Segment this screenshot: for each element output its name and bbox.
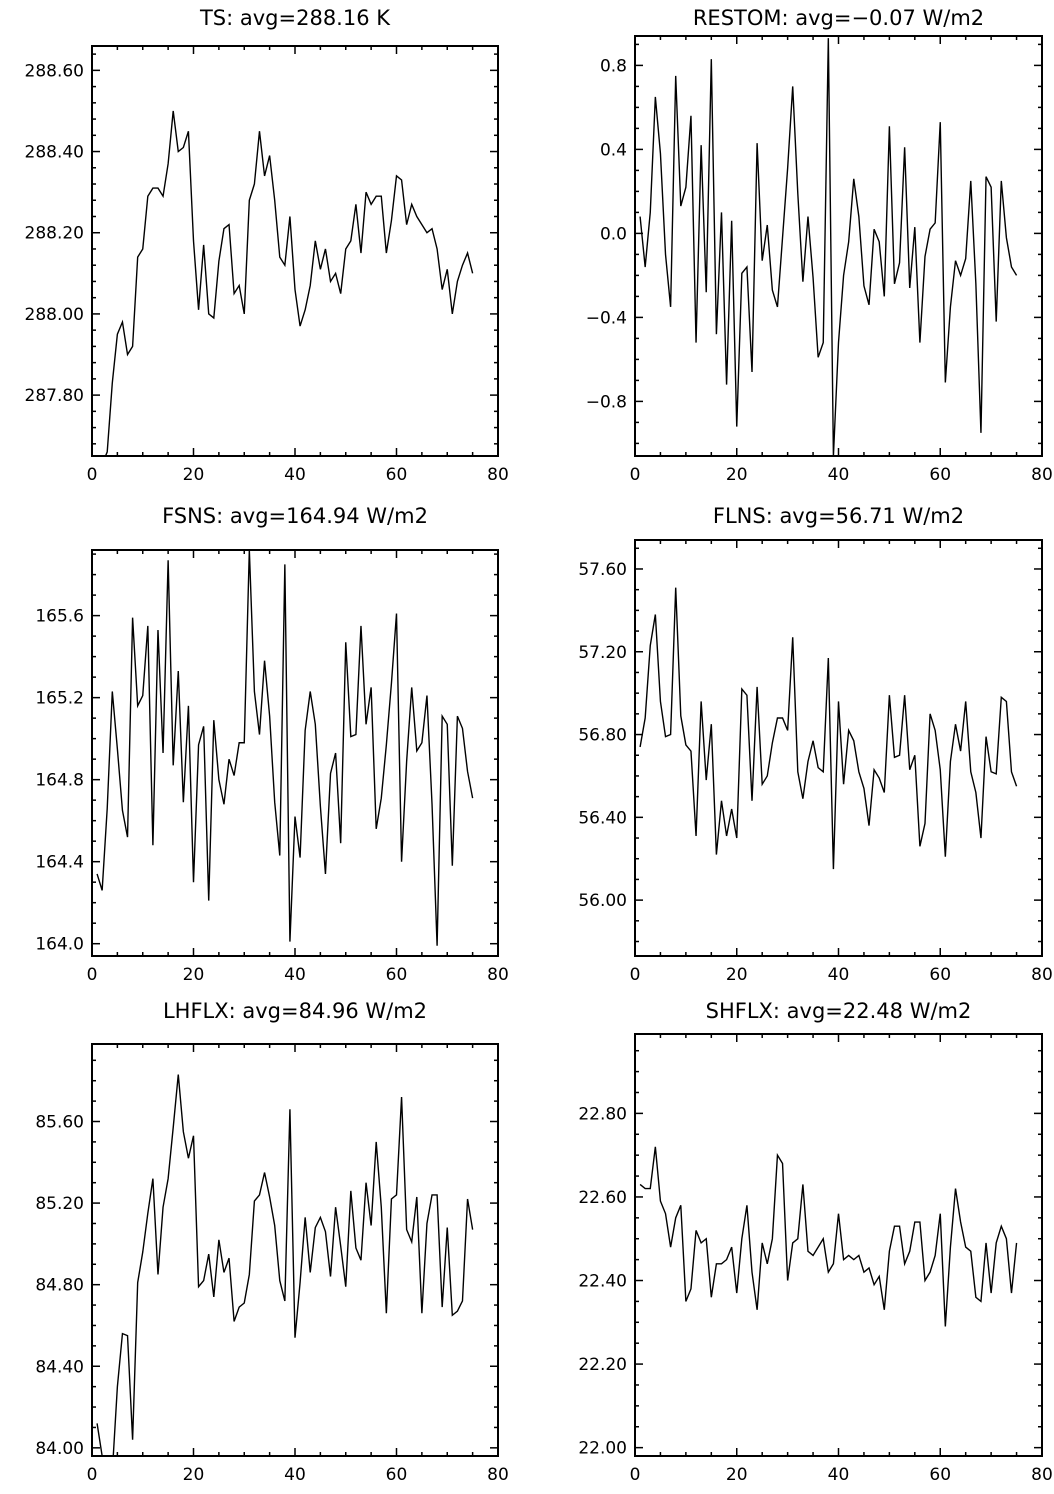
- x-tick-label: 60: [386, 465, 408, 485]
- y-tick-label: 84.40: [35, 1357, 84, 1377]
- x-tick-label: 60: [929, 1465, 951, 1485]
- y-tick-label: 165.2: [35, 689, 84, 709]
- y-tick-label: 22.00: [578, 1439, 627, 1459]
- x-tick-label: 0: [630, 1465, 641, 1485]
- y-tick-label: 288.40: [25, 143, 84, 163]
- chart-panel-0: TS: avg=288.16 K 0 20 40 60 80 287.80 288.00 288…: [25, 6, 509, 485]
- y-tick-label: 164.4: [35, 853, 84, 873]
- x-tick-label: 0: [87, 965, 98, 985]
- x-tick-label: 60: [386, 965, 408, 985]
- y-tick-label: −0.4: [586, 308, 627, 328]
- y-tick-label: 288.00: [25, 305, 84, 325]
- x-tick-label: 40: [828, 965, 850, 985]
- chart-panel-2: FSNS: avg=164.94 W/m2 0 20 40 60 80 164.0 164.4…: [35, 504, 508, 985]
- x-tick-label: 40: [284, 465, 306, 485]
- y-tick-label: 22.80: [578, 1104, 627, 1124]
- chart-title: LHFLX: avg=84.96 W/m2: [163, 999, 427, 1023]
- y-tick-label: 0.8: [600, 56, 627, 76]
- y-tick-label: 287.80: [25, 386, 84, 406]
- x-tick-label: 60: [386, 1465, 408, 1485]
- chart-title: TS: avg=288.16 K: [199, 6, 391, 30]
- chart-panel-1: RESTOM: avg=−0.07 W/m2 0 20 40 60 80 −0.8 −0.4 0…: [586, 6, 1053, 485]
- x-tick-label: 40: [828, 1465, 850, 1485]
- series-line: [96, 550, 474, 946]
- x-tick-label: 80: [1031, 465, 1053, 485]
- x-tick-label: 0: [630, 965, 641, 985]
- x-tick-label: 40: [284, 1465, 306, 1485]
- x-tick-label: 20: [183, 465, 205, 485]
- x-tick-label: 80: [487, 465, 509, 485]
- y-tick-label: 288.20: [25, 224, 84, 244]
- series-line: [96, 1074, 474, 1456]
- x-tick-label: 20: [726, 465, 748, 485]
- y-tick-label: 22.20: [578, 1355, 627, 1375]
- y-tick-label: 56.80: [578, 726, 627, 746]
- chart-panel-3: FLNS: avg=56.71 W/m2 0 20 40 60 80 56.00 56.40 5…: [578, 504, 1052, 985]
- series-line: [104, 110, 474, 456]
- chart-panel-4: LHFLX: avg=84.96 W/m2 0 20 40 60 80 84.00 84.40…: [35, 999, 508, 1485]
- y-tick-label: 22.40: [578, 1272, 627, 1292]
- y-tick-label: 0.0: [600, 224, 627, 244]
- y-tick-label: −0.8: [586, 392, 627, 412]
- chart-title: SHFLX: avg=22.48 W/m2: [706, 999, 972, 1023]
- y-tick-label: 57.60: [578, 560, 627, 580]
- x-tick-label: 40: [828, 465, 850, 485]
- y-tick-label: 22.60: [578, 1188, 627, 1208]
- series-line: [639, 38, 1018, 456]
- x-tick-label: 60: [929, 465, 951, 485]
- y-tick-label: 56.40: [578, 808, 627, 828]
- y-tick-label: 165.6: [35, 607, 84, 627]
- y-tick-label: 164.8: [35, 771, 84, 791]
- series-line: [639, 1146, 1018, 1327]
- y-tick-label: 56.00: [578, 891, 627, 911]
- x-tick-label: 20: [183, 1465, 205, 1485]
- y-tick-label: 164.0: [35, 935, 84, 955]
- x-tick-label: 60: [929, 965, 951, 985]
- x-tick-label: 40: [284, 965, 306, 985]
- x-tick-label: 20: [726, 1465, 748, 1485]
- y-tick-label: 85.60: [35, 1113, 84, 1133]
- chart-title: FLNS: avg=56.71 W/m2: [713, 504, 964, 528]
- y-tick-label: 84.00: [35, 1439, 84, 1459]
- x-tick-label: 80: [487, 1465, 509, 1485]
- x-tick-label: 0: [87, 1465, 98, 1485]
- x-tick-label: 20: [183, 965, 205, 985]
- series-line: [639, 587, 1018, 870]
- x-tick-label: 0: [87, 465, 98, 485]
- y-tick-label: 288.60: [25, 61, 84, 81]
- x-tick-label: 80: [487, 965, 509, 985]
- x-tick-label: 20: [726, 965, 748, 985]
- y-tick-label: 0.4: [600, 140, 627, 160]
- chart-title: RESTOM: avg=−0.07 W/m2: [693, 6, 984, 30]
- y-tick-label: 57.20: [578, 643, 627, 663]
- y-tick-label: 85.20: [35, 1194, 84, 1214]
- chart-panel-5: SHFLX: avg=22.48 W/m2 0 20 40 60 80 22.00 22.20…: [578, 999, 1052, 1485]
- x-tick-label: 0: [630, 465, 641, 485]
- chart-title: FSNS: avg=164.94 W/m2: [162, 504, 428, 528]
- y-tick-label: 84.80: [35, 1276, 84, 1296]
- x-tick-label: 80: [1031, 1465, 1053, 1485]
- x-tick-label: 80: [1031, 965, 1053, 985]
